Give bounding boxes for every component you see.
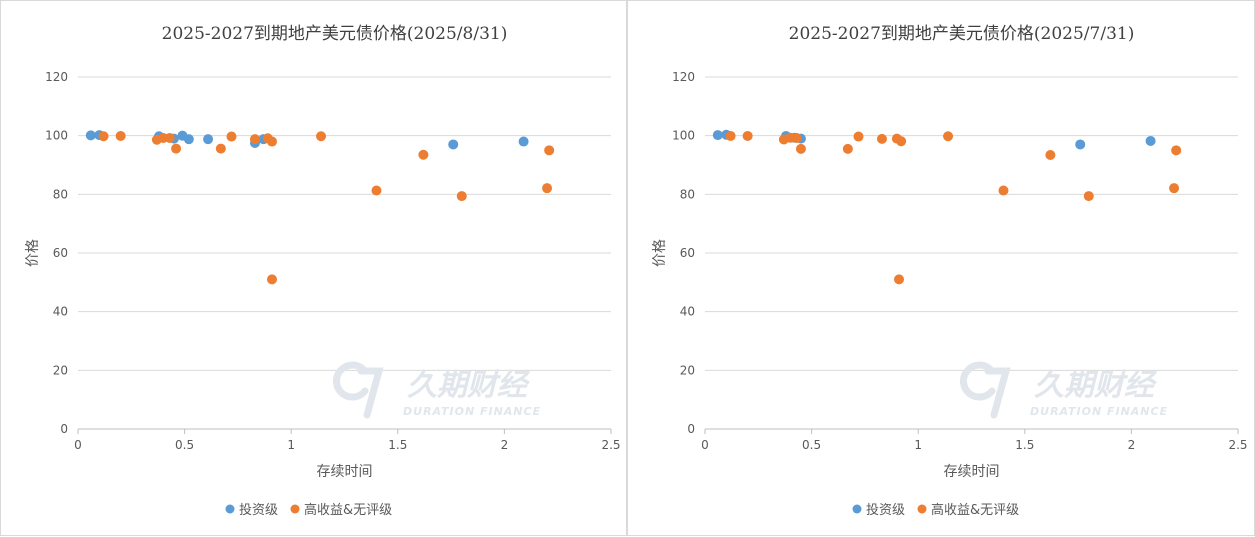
data-point-high-yield [267,136,278,147]
data-point-investment-grade [1145,135,1156,146]
data-point-high-yield [791,133,802,144]
data-point-high-yield [98,131,109,142]
data-point-high-yield [542,183,553,194]
legend-marker [852,504,862,514]
data-point-high-yield [267,274,278,285]
legend-marker [225,504,235,514]
data-point-high-yield [1169,183,1180,194]
data-point-high-yield [894,274,905,285]
scatter-chart-left: 2025-2027到期地产美元债价格(2025/8/31)02040608010… [25,24,621,518]
x-tick-label: 1.5 [1015,438,1034,452]
chart-panel-left: 2025-2027到期地产美元债价格(2025/8/31) 0 20 40 60 80 10… [0,0,627,536]
watermark-brand: 久期财经 [407,368,531,403]
watermark-subtitle: DURATION FINANCE [403,405,541,418]
y-axis-label: 价格 [652,239,668,267]
data-point-high-yield [876,133,887,144]
chart-title: 2025-2027到期地产美元债价格(2025/8/31) [162,24,508,44]
x-tick-label: 1 [914,438,922,452]
data-point-high-yield [171,143,182,154]
legend-marker [290,504,300,514]
legend-label: 高收益&无评级 [304,502,392,518]
data-point-high-yield [943,131,954,142]
y-tick-label: 0 [687,422,695,436]
chart-panel-right: 2025-2027到期地产美元债价格(2025/7/31) 0 20 40 60 80 10… [627,0,1255,536]
data-point-high-yield [742,130,753,141]
data-point-high-yield [164,133,175,144]
y-tick-label: 20 [53,363,68,377]
data-point-investment-grade [203,134,214,145]
data-point-high-yield [725,130,736,141]
data-point-investment-grade [1075,139,1086,150]
data-point-high-yield [998,185,1009,196]
legend-marker [917,504,927,514]
x-tick-label: 2 [501,438,509,452]
data-point-investment-grade [712,130,723,141]
data-point-high-yield [1083,191,1094,202]
y-axis-label: 价格 [25,239,41,267]
legend-label: 投资级 [866,502,905,518]
data-point-high-yield [456,191,467,202]
x-tick-label: 0.5 [802,438,821,452]
watermark-icon [959,361,1011,419]
data-point-high-yield [795,143,806,154]
data-point-high-yield [842,143,853,154]
data-point-investment-grade [518,136,529,147]
y-tick-label: 60 [53,246,68,260]
y-tick-label: 80 [53,187,68,201]
watermark-icon [332,361,384,419]
watermark-logo: 久期财经 DURATION FINANCE [332,361,541,419]
data-point-high-yield [215,143,226,154]
data-point-investment-grade [183,134,194,145]
y-tick-label: 80 [680,187,695,201]
x-tick-label: 2.5 [601,438,620,452]
x-tick-label: 1.5 [388,438,407,452]
data-point-high-yield [115,130,126,141]
data-point-high-yield [544,145,555,156]
x-tick-label: 1 [287,438,295,452]
legend-label: 高收益&无评级 [931,502,1019,518]
y-tick-label: 100 [45,129,68,143]
data-point-high-yield [1171,145,1182,156]
y-tick-label: 120 [672,70,695,84]
y-tick-label: 0 [60,422,68,436]
data-point-high-yield [1045,150,1056,161]
y-tick-label: 20 [680,363,695,377]
x-tick-label: 2.5 [1228,438,1247,452]
y-tick-label: 40 [53,305,68,319]
x-tick-label: 0 [74,438,82,452]
x-tick-label: 2 [1128,438,1136,452]
watermark-subtitle: DURATION FINANCE [1030,405,1168,418]
data-point-high-yield [896,136,907,147]
y-tick-label: 120 [45,70,68,84]
y-tick-label: 40 [680,305,695,319]
y-tick-label: 100 [672,129,695,143]
y-tick-label: 60 [680,246,695,260]
data-point-high-yield [853,131,864,142]
data-point-high-yield [418,149,429,160]
x-axis-label: 存续时间 [944,463,1000,480]
watermark-brand: 久期财经 [1034,368,1158,403]
scatter-chart-right: 2025-2027到期地产美元债价格(2025/7/31)02040608010… [652,24,1248,518]
x-tick-label: 0.5 [175,438,194,452]
data-point-high-yield [249,134,260,145]
chart-title: 2025-2027到期地产美元债价格(2025/7/31) [789,24,1135,44]
data-point-high-yield [316,131,327,142]
data-point-high-yield [371,185,382,196]
x-axis-label: 存续时间 [317,463,373,480]
legend-label: 投资级 [239,502,278,518]
data-point-investment-grade [448,139,459,150]
watermark-logo: 久期财经 DURATION FINANCE [959,361,1168,419]
data-point-investment-grade [85,130,96,141]
x-tick-label: 0 [701,438,709,452]
data-point-high-yield [226,131,237,142]
